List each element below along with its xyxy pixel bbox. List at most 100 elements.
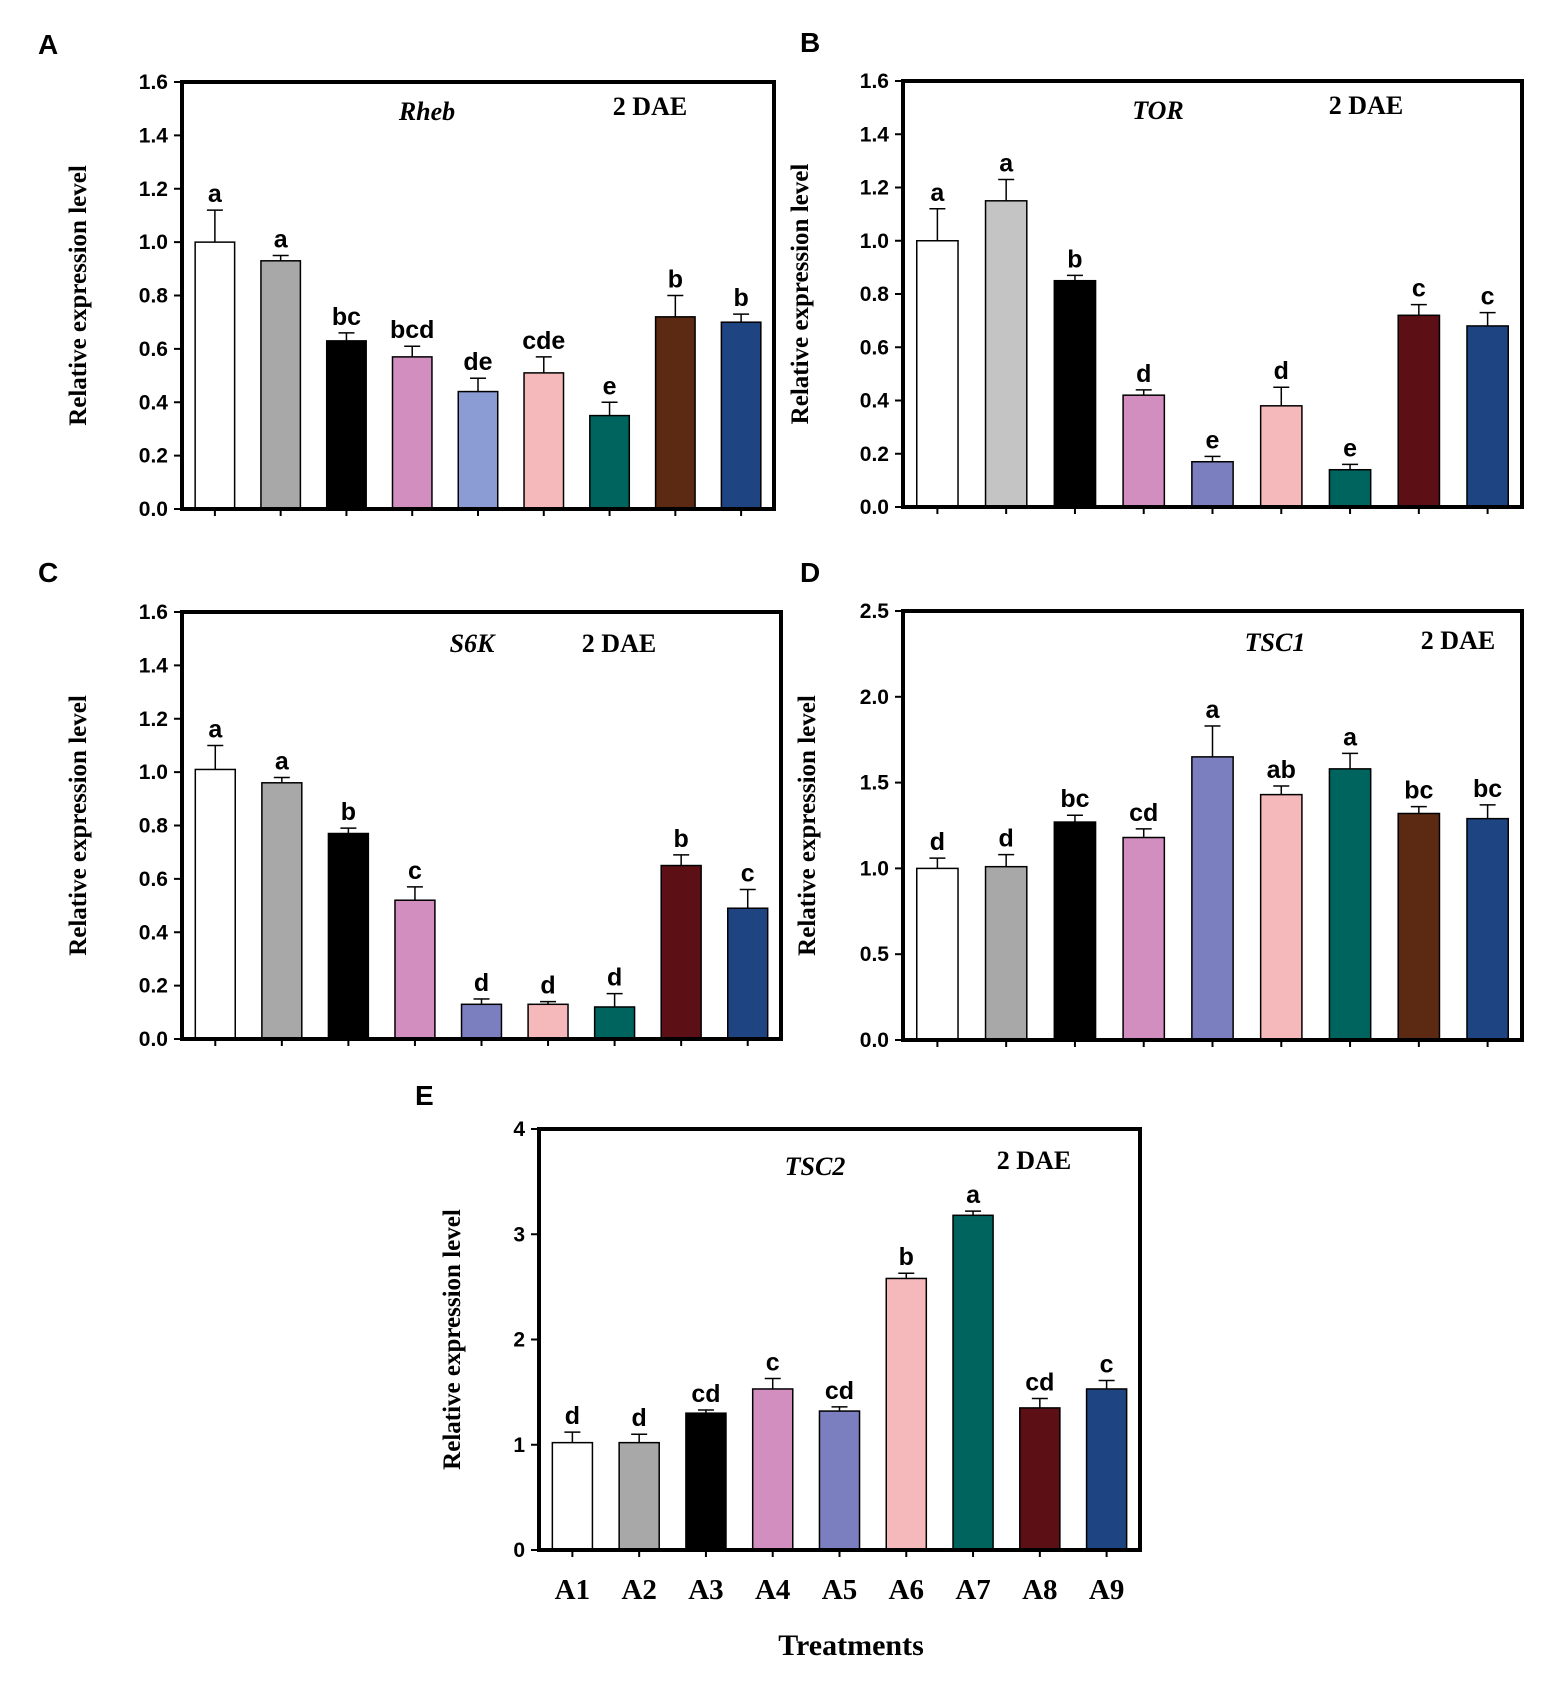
category-label: A6 [889, 1574, 924, 1606]
bar [1466, 325, 1509, 508]
chart-panel-b: B 0.0 0.2 0.4 0.6 0.8 1.0 1.2 1.4 1.6 Relative exp… [787, 27, 1524, 519]
bar [1328, 468, 1372, 508]
bar [394, 899, 436, 1040]
bar [551, 1441, 594, 1551]
y-tick-label: 0.6 [139, 868, 168, 891]
y-tick-label: 1.6 [139, 601, 168, 624]
category-label: A4 [755, 1574, 790, 1606]
bar [685, 1412, 727, 1551]
plot-frame [901, 79, 1524, 509]
category-label: A8 [1022, 1574, 1057, 1606]
significance-label: cd [1025, 1368, 1054, 1396]
y-tick-label: 0.4 [139, 921, 169, 944]
bar [1397, 314, 1441, 508]
significance-label: c [1481, 283, 1495, 311]
y-tick-label: 1.2 [139, 178, 168, 201]
y-tick-label: 0.8 [139, 815, 169, 838]
bar [194, 241, 236, 510]
bar [460, 1003, 503, 1040]
bar [1259, 793, 1303, 1041]
chart-panel-d: D 0.0 0.5 1.0 1.5 2.0 2.5 Relative expression l… [794, 557, 1524, 1052]
y-tick-label: 2 [513, 1329, 525, 1352]
significance-label: c [1100, 1351, 1114, 1379]
significance-label: bc [332, 303, 361, 331]
bar [1053, 279, 1097, 508]
y-tick-label: 2.5 [860, 600, 890, 623]
significance-label: bc [1060, 785, 1089, 813]
significance-label: d [1274, 357, 1289, 385]
axis-title-y: Relative expression level [439, 1209, 466, 1470]
significance-label: b [668, 266, 683, 294]
chart-panel-e: E 0 1 2 3 4 Relative expression level d d cd c cd b a… [415, 1080, 1142, 1606]
bar [885, 1277, 928, 1551]
bar [327, 832, 370, 1040]
plot-frame [180, 80, 776, 511]
y-tick-label: 0.8 [860, 283, 890, 306]
bar [916, 240, 959, 508]
bar [261, 782, 303, 1040]
chart-subtitle: 2 DAE [613, 92, 687, 121]
bar [727, 907, 769, 1040]
significance-label: cde [522, 327, 565, 355]
significance-label: ab [1267, 756, 1296, 784]
bar [391, 356, 433, 510]
significance-label: c [408, 857, 422, 885]
chart-subtitle: 2 DAE [1421, 626, 1495, 655]
y-tick-label: 0.2 [139, 445, 168, 468]
significance-label: e [1206, 426, 1220, 454]
significance-label: a [1206, 696, 1221, 724]
category-label: A5 [822, 1574, 857, 1606]
bar [618, 1441, 660, 1551]
y-tick-label: 1.0 [139, 761, 168, 784]
y-tick-label: 0.0 [139, 498, 168, 521]
bar [1328, 768, 1372, 1041]
bar [457, 390, 499, 510]
significance-label: d [474, 969, 489, 997]
panel-label: B [800, 27, 820, 58]
bar [260, 260, 302, 510]
significance-label: a [966, 1181, 981, 1209]
bar [1191, 460, 1234, 508]
significance-label: c [741, 860, 755, 888]
axis-title-y: Relative expression level [787, 164, 814, 425]
bar [720, 321, 762, 510]
chart-panel-a: A 0.0 0.2 0.4 0.6 0.8 1.0 1.2 1.4 1.6 Relative exp… [38, 29, 776, 521]
bar [1019, 1407, 1061, 1551]
y-tick-label: 0.6 [860, 336, 889, 359]
bar [194, 768, 236, 1040]
significance-label: b [733, 284, 748, 312]
significance-label: bc [1404, 777, 1433, 805]
axis-title-y: Relative expression level [794, 695, 821, 956]
y-tick-label: 3 [513, 1223, 525, 1246]
chart-subtitle: 2 DAE [1329, 91, 1403, 120]
bar [818, 1410, 861, 1551]
chart-subtitle: 2 DAE [997, 1146, 1071, 1175]
significance-label: c [1412, 275, 1426, 303]
panel-label: E [415, 1080, 434, 1111]
y-tick-label: 0.0 [860, 1029, 889, 1052]
y-tick-label: 0.0 [139, 1028, 168, 1051]
bar [593, 1006, 636, 1040]
y-tick-label: 1.2 [139, 708, 168, 731]
y-tick-label: 0.2 [139, 975, 168, 998]
bar [523, 372, 565, 510]
significance-label: cd [691, 1380, 720, 1408]
significance-label: cd [825, 1377, 854, 1405]
significance-label: b [899, 1243, 914, 1271]
significance-label: c [766, 1348, 780, 1376]
category-label: A3 [688, 1574, 723, 1606]
y-tick-label: 1 [513, 1434, 525, 1457]
category-label: A1 [555, 1574, 590, 1606]
significance-label: d [607, 964, 622, 992]
bar [984, 200, 1028, 508]
significance-label: a [930, 179, 945, 207]
bar [1191, 756, 1234, 1041]
y-tick-label: 0 [513, 1539, 525, 1562]
significance-label: bcd [390, 316, 434, 344]
y-tick-label: 2.0 [860, 686, 889, 709]
y-tick-label: 1.2 [860, 177, 889, 200]
y-tick-label: 1.4 [139, 654, 169, 677]
category-label: A2 [621, 1574, 656, 1606]
chart-subtitle: 2 DAE [582, 629, 656, 658]
